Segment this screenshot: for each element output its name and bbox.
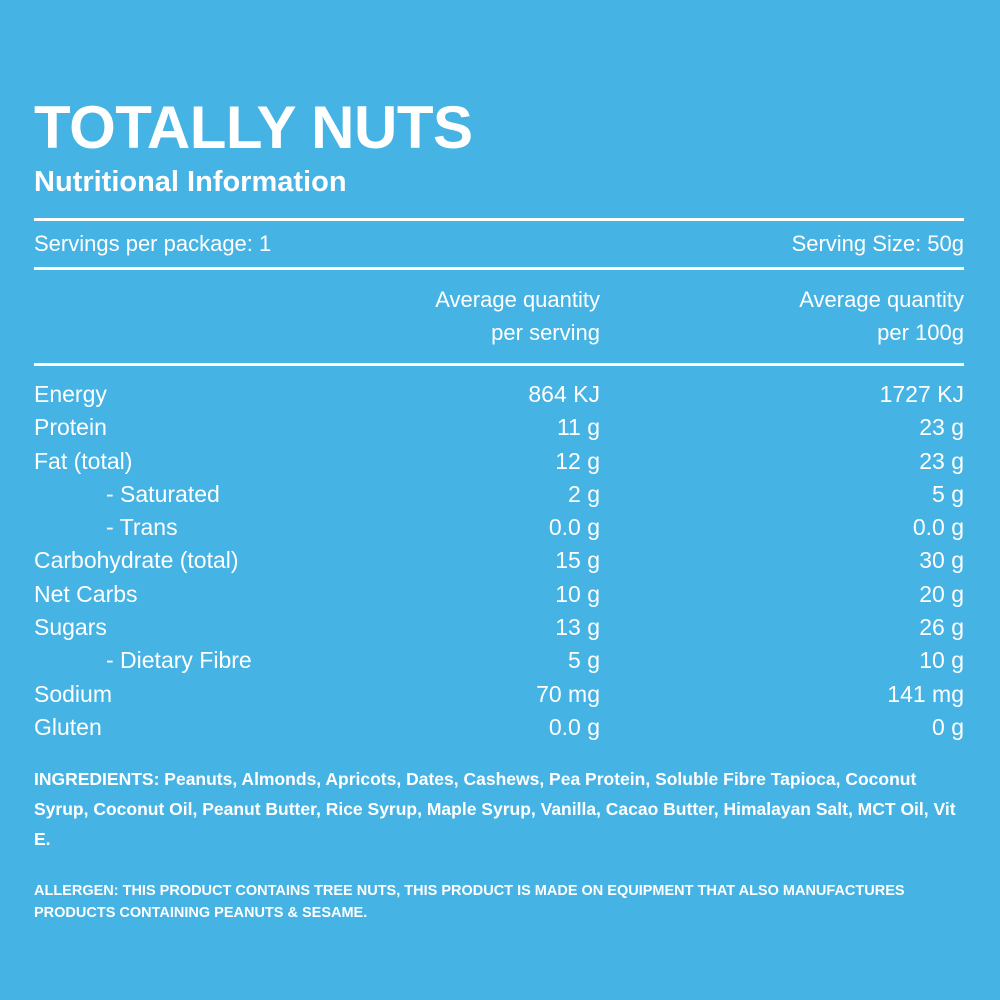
nutrient-label: Net Carbs: [34, 580, 138, 607]
nutrient-per-100g: 141 mg: [887, 680, 964, 707]
nutrient-per-100g: 0.0 g: [912, 514, 964, 541]
nutrient-per-100g: 20 g: [919, 580, 964, 607]
column-header-line: Average quantity: [799, 287, 964, 312]
nutrient-row: Sugars 13 g 26 g: [34, 611, 964, 644]
nutrient-row: Protein 11 g 23 g: [34, 411, 964, 444]
nutrient-per-100g: 23 g: [919, 447, 964, 474]
nutrient-per-100g: 1727 KJ: [879, 381, 964, 407]
nutrient-per-100g: 26 g: [919, 614, 964, 641]
nutrient-label: Sodium: [34, 680, 112, 707]
nutrient-row: - Dietary Fibre 5 g 10 g: [34, 644, 964, 677]
nutrient-per-serving: 864 KJ: [528, 381, 600, 407]
nutrient-label: - Dietary Fibre: [106, 647, 252, 674]
nutrient-row: Gluten 0.0 g 0 g: [34, 711, 964, 744]
column-header-per-100g: Average quantity per 100g: [799, 283, 964, 349]
column-header-per-serving: Average quantity per serving: [435, 283, 600, 349]
nutrient-per-serving: 0.0 g: [548, 514, 600, 541]
column-header-line: Average quantity: [435, 287, 600, 312]
nutrient-row: Carbohydrate (total) 15 g 30 g: [34, 544, 964, 577]
nutrient-label: Energy: [34, 381, 107, 407]
nutrient-per-serving: 13 g: [555, 614, 600, 641]
servings-row: Servings per package: 1 Serving Size: 50…: [34, 228, 964, 260]
nutrient-row: - Saturated 2 g 5 g: [34, 478, 964, 511]
nutrient-per-serving: 12 g: [555, 447, 600, 474]
nutrient-per-serving: 5 g: [568, 647, 600, 674]
brand-title: TOTALLY NUTS: [34, 94, 473, 161]
section-subtitle: Nutritional Information: [34, 166, 347, 198]
nutrient-per-serving: 0.0 g: [548, 713, 600, 740]
column-header-line: per serving: [491, 320, 600, 345]
nutrient-per-100g: 30 g: [919, 547, 964, 574]
nutrient-label: Carbohydrate (total): [34, 547, 239, 574]
nutrient-row: Net Carbs 10 g 20 g: [34, 578, 964, 611]
nutrient-row: Sodium 70 mg 141 mg: [34, 678, 964, 711]
divider-servings: [34, 267, 964, 270]
nutrient-label: Fat (total): [34, 447, 133, 474]
servings-per-package: Servings per package: 1: [34, 231, 272, 256]
divider-header: [34, 363, 964, 366]
nutrient-label: Gluten: [34, 713, 102, 740]
nutrient-label: - Saturated: [106, 480, 220, 507]
nutrient-per-serving: 15 g: [555, 547, 600, 574]
nutrient-table: Energy 864 KJ 1727 KJ Protein 11 g 23 g Fat (t…: [34, 378, 964, 744]
nutrient-per-100g: 5 g: [932, 480, 964, 507]
nutrient-per-serving: 10 g: [555, 580, 600, 607]
serving-size: Serving Size: 50g: [791, 231, 964, 256]
divider-top: [34, 218, 964, 221]
allergen-text: ALLERGEN: THIS PRODUCT CONTAINS TREE NUT…: [34, 883, 905, 921]
nutrient-row: - Trans 0.0 g 0.0 g: [34, 511, 964, 544]
nutrient-label: - Trans: [106, 514, 178, 541]
nutrient-per-serving: 11 g: [556, 414, 600, 441]
nutrition-label: TOTALLY NUTS Nutritional Information Ser…: [34, 0, 964, 1000]
nutrient-per-serving: 2 g: [568, 480, 600, 507]
nutrient-per-serving: 70 mg: [536, 680, 600, 707]
nutrient-label: Sugars: [34, 614, 107, 641]
nutrient-per-100g: 23 g: [919, 414, 964, 441]
ingredients-text: INGREDIENTS: Peanuts, Almonds, Apricots,…: [34, 769, 956, 849]
nutrient-row: Energy 864 KJ 1727 KJ: [34, 378, 964, 411]
nutrient-label: Protein: [34, 414, 107, 441]
nutrient-per-100g: 10 g: [919, 647, 964, 674]
column-header-line: per 100g: [877, 320, 964, 345]
nutrient-per-100g: 0 g: [932, 713, 964, 740]
nutrient-row: Fat (total) 12 g 23 g: [34, 445, 964, 478]
